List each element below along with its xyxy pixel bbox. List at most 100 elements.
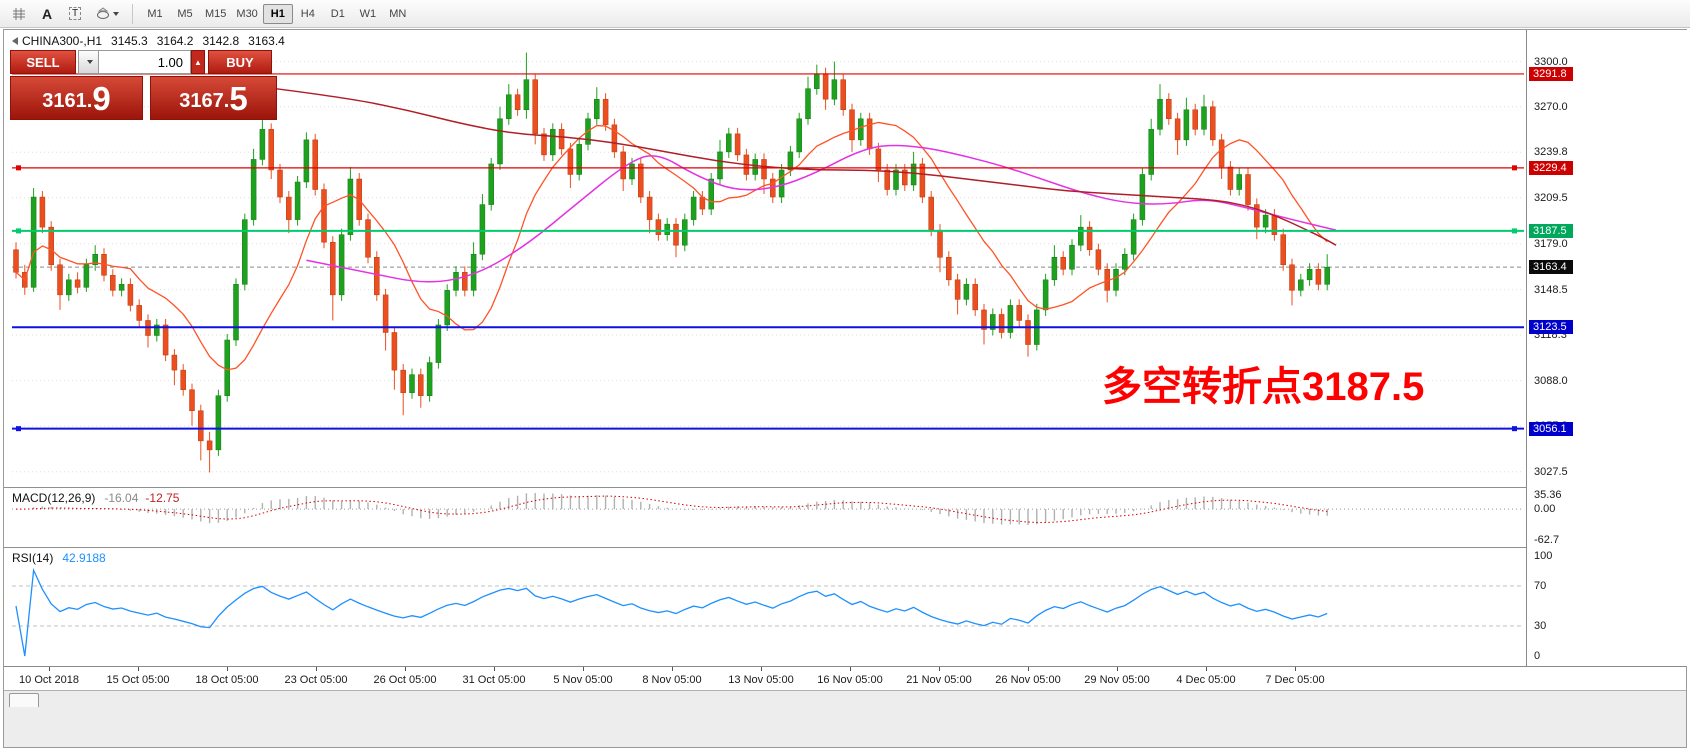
shapes-icon <box>96 6 109 19</box>
grid-lines-icon <box>13 7 25 20</box>
chart-text-annotation: 多空转折点3187.5 <box>1102 365 1425 409</box>
pane-separator-macd[interactable] <box>4 487 1526 488</box>
macd-signal-value: -12.75 <box>145 491 180 505</box>
buy-price-pips: 5 <box>229 80 248 117</box>
time-tick-label: 10 Oct 2018 <box>19 674 79 686</box>
time-tick-mark <box>1206 667 1207 671</box>
macd-axis-label: 0.00 <box>1534 503 1556 516</box>
time-tick-label: 29 Nov 05:00 <box>1084 674 1150 686</box>
timeframe-m5[interactable]: M5 <box>170 4 200 24</box>
time-tick-mark <box>49 667 50 671</box>
text-label-tool-button[interactable]: T <box>62 3 88 25</box>
time-tick-label: 23 Oct 05:00 <box>284 674 348 686</box>
bottom-strip <box>4 690 1686 747</box>
chart-tab[interactable] <box>9 693 39 707</box>
rsi-indicator-label: RSI(14) 42.9188 <box>12 551 106 565</box>
time-tick-mark <box>494 667 495 671</box>
time-tick-mark <box>316 667 317 671</box>
timeframe-d1[interactable]: D1 <box>323 4 353 24</box>
timeframe-m30[interactable]: M30 <box>231 4 262 24</box>
time-tick-label: 15 Oct 05:00 <box>106 674 170 686</box>
sell-price-main: 3161. <box>42 90 93 112</box>
chevron-down-icon <box>86 60 93 64</box>
price-line-label: 3291.8 <box>1529 66 1573 81</box>
buy-price-main: 3167. <box>179 90 230 112</box>
rsi-axis-label: 0 <box>1534 650 1541 662</box>
time-tick-mark <box>850 667 851 671</box>
time-tick-label: 26 Nov 05:00 <box>995 674 1061 686</box>
rsi-value: 42.9188 <box>62 551 106 565</box>
ohlc-high: 3164.2 <box>156 34 194 48</box>
current-price-label: 3163.4 <box>1529 260 1573 275</box>
time-tick-mark <box>939 667 940 671</box>
arrow-up-icon: ▲ <box>194 57 202 67</box>
timeframe-h4[interactable]: H4 <box>293 4 323 24</box>
time-tick-label: 16 Nov 05:00 <box>817 674 883 686</box>
ohlc-low: 3142.8 <box>202 34 240 48</box>
time-tick-label: 18 Oct 05:00 <box>195 674 259 686</box>
timeframe-m15[interactable]: M15 <box>200 4 231 24</box>
timeframe-w1[interactable]: W1 <box>353 4 383 24</box>
volume-input[interactable]: 1.00 <box>99 50 191 74</box>
price-axis[interactable]: 3300.0 3270.0 3239.8 3209.5 3179.0 3148.5 3118… <box>1526 30 1687 666</box>
pane-separator-rsi[interactable] <box>4 547 1526 548</box>
time-tick-label: 8 Nov 05:00 <box>642 674 702 686</box>
rsi-name: RSI(14) <box>12 551 54 565</box>
timeframe-mn[interactable]: MN <box>383 4 413 24</box>
sell-button[interactable]: SELL <box>10 50 76 74</box>
timeframe-m1[interactable]: M1 <box>140 4 170 24</box>
time-tick-mark <box>672 667 673 671</box>
time-tick-mark <box>138 667 139 671</box>
price-tick: 3088.0 <box>1534 374 1568 387</box>
text-t-icon: T <box>68 7 82 20</box>
price-tick: 3239.8 <box>1534 146 1568 159</box>
shapes-tool-button[interactable] <box>90 3 124 25</box>
macd-indicator-label: MACD(12,26,9) -16.04 -12.75 <box>12 491 179 505</box>
chart-canvas[interactable] <box>4 30 1526 666</box>
crosshair-grid-icon[interactable] <box>6 3 32 25</box>
price-tick: 3300.0 <box>1534 55 1568 68</box>
macd-name: MACD(12,26,9) <box>12 491 96 505</box>
time-tick-label: 13 Nov 05:00 <box>728 674 794 686</box>
price-tick: 3027.5 <box>1534 465 1568 478</box>
rsi-axis-label: 70 <box>1534 580 1547 592</box>
price-line-label: 3187.5 <box>1529 223 1573 238</box>
ohlc-open: 3145.3 <box>111 34 148 48</box>
macd-axis-label: 35.36 <box>1534 489 1562 501</box>
buy-button[interactable]: BUY <box>208 50 272 74</box>
time-tick-mark <box>761 667 762 671</box>
time-tick-label: 7 Dec 05:00 <box>1265 674 1325 686</box>
price-tick: 3179.0 <box>1534 237 1568 250</box>
buy-price-quote[interactable]: 3167. 5 <box>150 76 277 120</box>
plot-region: CHINA300-,H1 3145.3 3164.2 3142.8 3163.4… <box>4 30 1526 666</box>
price-tick: 3209.5 <box>1534 191 1568 204</box>
time-tick-mark <box>1028 667 1029 671</box>
time-tick-mark <box>405 667 406 671</box>
text-a-icon: A <box>41 5 53 22</box>
chart-symbol-marker-icon <box>12 37 18 45</box>
ohlc-close: 3163.4 <box>248 34 285 48</box>
sell-price-quote[interactable]: 3161. 9 <box>10 76 143 120</box>
volume-stepper[interactable]: ▲ <box>191 50 205 74</box>
volume-preset-dropdown[interactable] <box>78 50 99 74</box>
time-axis[interactable]: 10 Oct 2018 15 Oct 05:00 18 Oct 05:00 23 Oc… <box>4 666 1686 690</box>
time-tick-label: 4 Dec 05:00 <box>1176 674 1236 686</box>
symbol-timeframe-label: CHINA300-,H1 <box>22 34 103 48</box>
text-tool-button[interactable]: A <box>34 3 60 25</box>
timeframe-h1[interactable]: H1 <box>262 3 293 24</box>
top-toolbar: A T M1 M5 M15 M30 H1 H4 D1 W1 MN <box>0 0 1690 28</box>
rsi-axis-label: 100 <box>1534 550 1553 562</box>
symbol-title: CHINA300-,H1 3145.3 3164.2 3142.8 3163.4 <box>12 34 294 48</box>
price-line-label: 3056.1 <box>1529 421 1573 436</box>
price-tick: 3148.5 <box>1534 283 1568 296</box>
chart-window: CHINA300-,H1 3145.3 3164.2 3142.8 3163.4… <box>3 29 1687 748</box>
toolbar-divider <box>132 3 133 24</box>
macd-main-value: -16.04 <box>104 491 139 505</box>
time-tick-label: 21 Nov 05:00 <box>906 674 972 686</box>
price-line-label: 3123.5 <box>1529 320 1573 335</box>
time-tick-mark <box>1295 667 1296 671</box>
macd-axis-label: -62.7 <box>1534 534 1560 546</box>
one-click-trading-panel: SELL 1.00 ▲ BUY 3161. 9 3167. <box>10 50 280 120</box>
chevron-down-icon <box>112 11 119 16</box>
sell-price-pips: 9 <box>92 80 111 117</box>
